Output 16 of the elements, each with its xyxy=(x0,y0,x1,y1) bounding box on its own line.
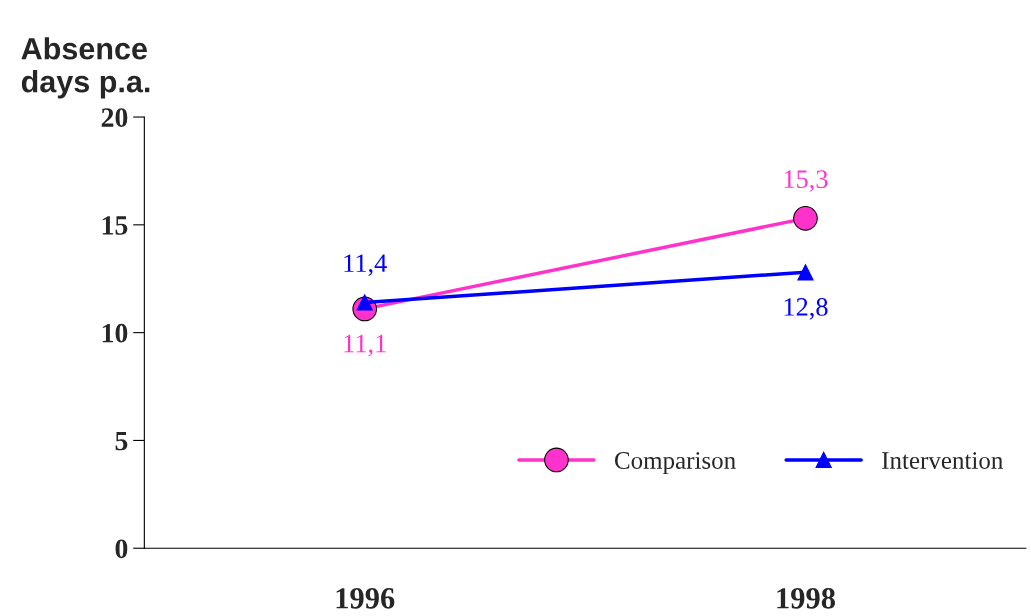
x-tick-label: 1996 xyxy=(336,588,395,609)
legend-label: Comparison xyxy=(614,452,736,474)
y-tick-label: 0 xyxy=(115,539,128,559)
data-label: 11,1 xyxy=(344,334,386,357)
y-tick-label: 20 xyxy=(101,108,128,127)
point xyxy=(797,264,814,281)
y-tick-label: 15 xyxy=(102,216,128,235)
y-tick-label: 5 xyxy=(115,431,128,451)
data-label: 15,3 xyxy=(784,170,828,192)
data-label: 11,4 xyxy=(344,254,387,276)
y-tick-label: 10 xyxy=(102,323,128,343)
data-label: 12,8 xyxy=(784,298,828,320)
x-tick-label: 1998 xyxy=(777,588,836,609)
legend-label: Intervention xyxy=(882,452,1003,469)
point xyxy=(793,206,818,231)
y-axis-title: Absence days p.a. xyxy=(21,37,150,99)
